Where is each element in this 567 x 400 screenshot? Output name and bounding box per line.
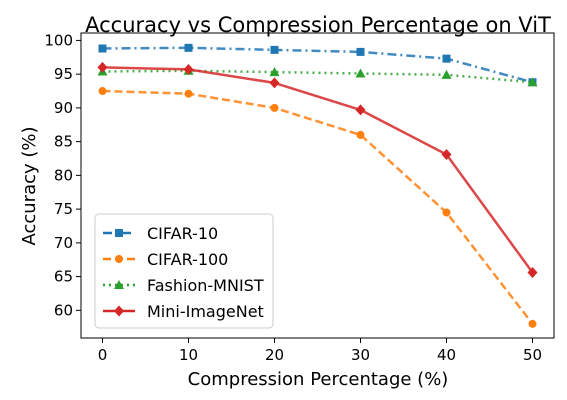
legend-label: CIFAR-10 <box>147 224 218 243</box>
x-tick-label: 50 <box>523 346 542 364</box>
x-axis: 0 10 20 30 40 50 <box>98 338 542 364</box>
y-tick-label: 60 <box>54 301 73 319</box>
legend-marker <box>114 280 124 289</box>
data-point <box>98 44 107 53</box>
y-axis: 60 65 70 75 80 85 90 95 100 <box>44 31 81 319</box>
data-point <box>98 87 107 96</box>
data-point <box>441 148 452 160</box>
legend-marker <box>114 305 124 317</box>
data-point <box>355 68 366 78</box>
legend-label: Mini-ImageNet <box>147 302 264 321</box>
data-point <box>269 77 280 89</box>
x-tick-label: 40 <box>437 346 456 364</box>
y-tick-label: 85 <box>54 133 73 151</box>
x-tick-label: 10 <box>179 346 198 364</box>
series-line <box>102 66 534 274</box>
data-point <box>442 208 451 217</box>
series-line <box>102 69 533 84</box>
legend-marker <box>115 255 123 263</box>
y-tick-label: 95 <box>54 65 73 83</box>
y-tick-label: 90 <box>54 99 73 117</box>
series-layer <box>97 43 538 328</box>
y-tick-label: 65 <box>54 268 73 286</box>
data-point <box>527 267 538 279</box>
data-point <box>527 77 538 87</box>
data-point <box>269 67 280 77</box>
data-point <box>97 61 108 73</box>
y-tick-label: 100 <box>44 31 73 49</box>
legend-item: Fashion-MNIST <box>103 276 264 295</box>
legend-item: Mini-ImageNet <box>103 302 264 321</box>
legend-label: CIFAR-100 <box>147 250 228 269</box>
data-point <box>270 103 279 112</box>
x-tick-label: 30 <box>351 346 370 364</box>
x-axis-label: Compression Percentage (%) <box>188 369 449 390</box>
y-tick-label: 80 <box>54 166 73 184</box>
data-point <box>184 43 193 52</box>
series-line <box>102 46 533 84</box>
data-point <box>270 45 279 54</box>
data-point <box>355 104 366 116</box>
series-cifar-10 <box>98 43 537 87</box>
data-point <box>441 69 452 79</box>
data-point <box>184 89 193 98</box>
data-point <box>356 47 365 56</box>
y-tick-label: 75 <box>54 200 73 218</box>
legend-marker <box>115 229 123 237</box>
plot-area <box>80 32 555 339</box>
data-point <box>442 54 451 63</box>
y-axis-label: Accuracy (%) <box>19 126 40 245</box>
x-tick-label: 20 <box>265 346 284 364</box>
legend-label: Fashion-MNIST <box>147 276 264 295</box>
series-cifar-100 <box>98 87 537 328</box>
series-line <box>102 89 534 325</box>
legend: CIFAR-10 CIFAR-100 Fashion-MNIST Mini-Image… <box>94 213 274 329</box>
x-tick-label: 0 <box>98 346 108 364</box>
data-point <box>528 319 537 328</box>
legend-box <box>94 213 274 329</box>
series-mini-imagenet <box>97 61 538 279</box>
data-point <box>183 63 194 75</box>
legend-item: CIFAR-100 <box>103 250 228 269</box>
data-point <box>356 130 365 139</box>
legend-item: CIFAR-10 <box>103 224 218 243</box>
y-tick-label: 70 <box>54 234 73 252</box>
series-fashion-mnist <box>97 65 538 87</box>
